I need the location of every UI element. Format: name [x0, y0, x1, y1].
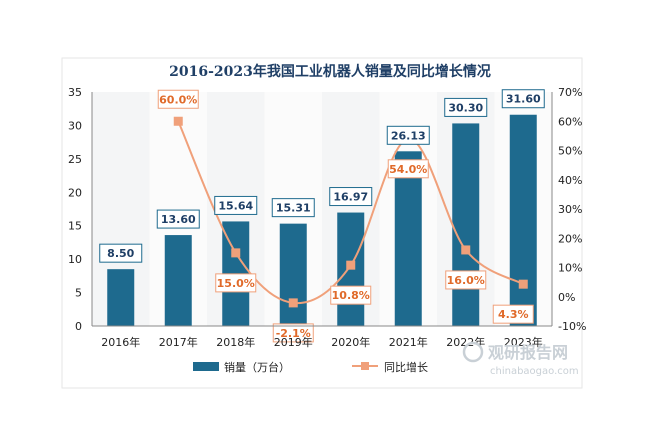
- growth-value-label: 10.8%: [332, 289, 370, 302]
- right-axis-tick-label: -10%: [558, 320, 586, 333]
- legend-bar-swatch: [193, 362, 219, 371]
- bar-label-box: [444, 97, 488, 117]
- bar-label-box: [214, 195, 258, 215]
- line-point: [173, 116, 183, 126]
- x-axis-tick-label: 2019年: [274, 335, 313, 349]
- bar: [394, 151, 422, 326]
- bar-value-label: 15.64: [218, 199, 253, 212]
- line-label-box: [492, 304, 534, 324]
- left-axis-tick-label: 0: [75, 320, 82, 333]
- line-label-box: [445, 270, 487, 290]
- left-axis-tick-label: 10: [68, 253, 82, 266]
- line-point: [231, 248, 241, 258]
- bar-series: [107, 114, 537, 327]
- bar: [279, 223, 307, 326]
- bar-value-label: 30.30: [448, 101, 483, 114]
- legend-bar-label: 销量（万台）: [224, 360, 290, 374]
- legend: 销量（万台） 同比增长: [193, 360, 428, 374]
- left-axis-tick-label: 15: [68, 220, 82, 233]
- x-axis-tick-label: 2021年: [389, 335, 428, 349]
- bar: [452, 123, 480, 327]
- line-label-box: [157, 89, 199, 109]
- left-axis-tick-label: 30: [68, 119, 82, 132]
- bar: [509, 114, 537, 326]
- bar-value-label: 15.31: [276, 202, 311, 215]
- bar: [107, 269, 135, 326]
- right-axis-tick-label: 40%: [558, 174, 582, 187]
- bar-label-box: [271, 198, 315, 218]
- bar-label-box: [329, 187, 373, 207]
- watermark-brand: 观研报告网: [488, 343, 568, 362]
- growth-value-label: 4.3%: [498, 308, 529, 321]
- bar: [164, 235, 192, 326]
- bar-label-box: [501, 89, 545, 109]
- watermark: 观研报告网 chinabaogao.com: [462, 341, 579, 377]
- growth-value-label: -2.1%: [276, 327, 311, 340]
- line-point: [518, 279, 528, 289]
- x-axis-tick-label: 2017年: [159, 335, 198, 349]
- growth-value-label: 15.0%: [217, 277, 255, 290]
- left-axis-tick-label: 25: [68, 153, 82, 166]
- left-axis-tick-label: 5: [75, 287, 82, 300]
- plot-area: [92, 92, 552, 326]
- x-axis-tick-label: 2016年: [101, 335, 140, 349]
- x-axis-tick-label: 2018年: [216, 335, 255, 349]
- bar-value-label: 26.13: [391, 129, 426, 142]
- line-point: [288, 298, 298, 308]
- left-axis: 0 5 10 15 20 25 30 35: [68, 86, 93, 333]
- left-axis-tick-label: 35: [68, 86, 82, 99]
- line-point: [461, 245, 471, 255]
- legend-line-label: 同比增长: [384, 360, 428, 374]
- right-axis-tick-label: 10%: [558, 262, 582, 275]
- legend-line-marker: [361, 362, 369, 370]
- line-data-labels: 60.0% 15.0% -2.1% 10.8% 54.0% 16.0% 4.3%: [157, 89, 534, 343]
- x-axis-tick-label: 2022年: [446, 335, 485, 349]
- x-axis-tick-label: 2020年: [331, 335, 370, 349]
- right-axis-tick-label: 60%: [558, 115, 582, 128]
- x-axis: 2016年 2017年 2018年 2019年 2020年 2021年 2022年 2023年: [92, 325, 552, 349]
- line-label-box: [272, 323, 314, 343]
- growth-value-label: 54.0%: [389, 163, 427, 176]
- bar-value-label: 16.97: [333, 191, 368, 204]
- right-axis-tick-label: 0%: [558, 291, 575, 304]
- watermark-url: chinabaogao.com: [490, 366, 579, 377]
- line-label-box: [215, 273, 257, 293]
- bar-value-label: 31.60: [506, 93, 541, 106]
- x-axis-tick-label: 2023年: [504, 335, 543, 349]
- right-axis-tick-label: 50%: [558, 145, 582, 158]
- right-axis-tick-label: 20%: [558, 232, 582, 245]
- right-axis-tick-label: 70%: [558, 86, 582, 99]
- growth-value-label: 60.0%: [159, 93, 197, 106]
- right-axis: -10% 0% 10% 20% 30% 40% 50% 60% 70%: [551, 86, 586, 333]
- bar-value-label: 8.50: [107, 247, 134, 260]
- bar-label-box: [386, 125, 430, 145]
- watermark-logo-icon: [462, 341, 484, 363]
- left-axis-tick-label: 20: [68, 186, 82, 199]
- chart-title: 2016-2023年我国工业机器人销量及同比增长情况: [169, 63, 491, 80]
- line-point: [346, 260, 356, 270]
- bar-label-box: [99, 243, 143, 263]
- right-axis-tick-label: 30%: [558, 203, 582, 216]
- bar-value-label: 13.60: [161, 213, 196, 226]
- line-label-box: [387, 159, 429, 179]
- growth-value-label: 16.0%: [447, 274, 485, 287]
- line-label-box: [330, 285, 372, 305]
- bar-label-box: [156, 209, 200, 229]
- bar-data-labels: 8.50 13.60 15.64 15.31 16.97 26.13 30.30 31.60: [99, 89, 545, 263]
- chart-frame: [61, 57, 583, 389]
